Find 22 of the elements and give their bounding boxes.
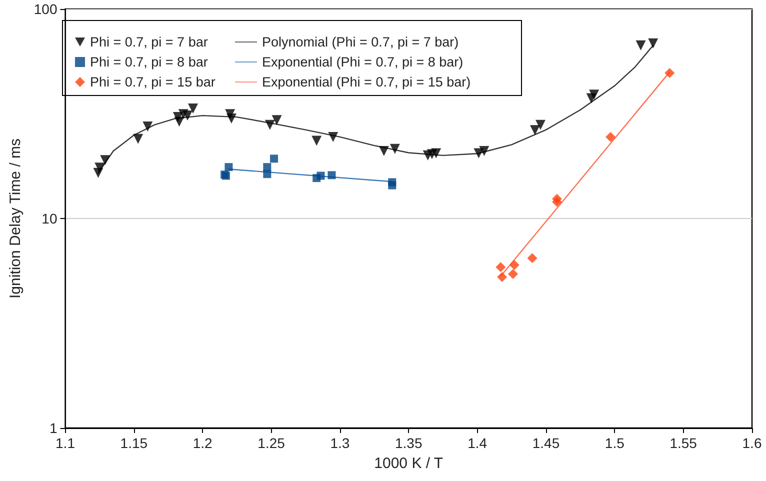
x-tick-label: 1.2 <box>192 435 213 451</box>
legend-label: Exponential (Phi = 0.7, pi = 15 bar) <box>262 74 471 90</box>
y-tick-label: 10 <box>42 210 58 226</box>
y-tick-label: 100 <box>34 1 58 17</box>
y-tick-label: 1 <box>49 420 58 436</box>
x-tick-label: 1.35 <box>395 435 422 451</box>
x-tick-label: 1.4 <box>468 435 488 451</box>
x-tick-label: 1.15 <box>120 435 148 451</box>
x-tick-label: 1.6 <box>742 435 762 451</box>
x-axis-title: 1000 K / T <box>374 455 444 472</box>
x-tick-label: 1.5 <box>604 435 625 451</box>
legend-label: Phi = 0.7, pi = 15 bar <box>90 74 216 90</box>
legend-label: Polynomial (Phi = 0.7, pi = 7 bar) <box>262 34 459 50</box>
legend-label: Phi = 0.7, pi = 8 bar <box>90 54 208 70</box>
legend-label: Phi = 0.7, pi = 7 bar <box>90 34 208 50</box>
legend-label: Exponential (Phi = 0.7, pi = 8 bar) <box>262 54 464 70</box>
x-tick-label: 1.55 <box>670 435 698 451</box>
x-tick-label: 1.3 <box>330 435 350 451</box>
x-tick-label: 1.25 <box>258 435 286 451</box>
x-tick-label: 1.45 <box>532 435 560 451</box>
x-tick-label: 1.1 <box>56 435 76 451</box>
y-axis-title: Ignition Delay Time / ms <box>7 138 24 299</box>
